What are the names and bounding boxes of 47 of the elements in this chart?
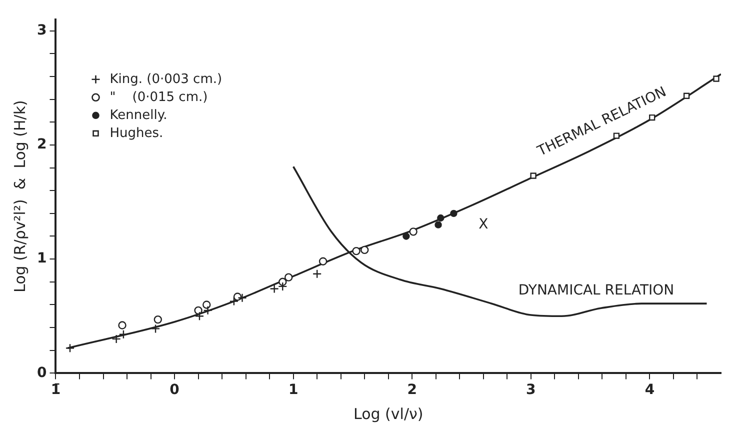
point (154, 315, 162, 324)
legend-label: Hughes. (110, 126, 164, 141)
point (194, 312, 204, 321)
annotation: DYNAMICAL RELATION (518, 282, 674, 299)
point (360, 246, 369, 254)
point (233, 292, 242, 301)
x-axis-title: Log (vl/ν) (353, 404, 424, 423)
point (202, 300, 211, 309)
legend-label: " (0·015 cm.) (110, 90, 208, 105)
y-tick-label: 3 (36, 22, 47, 38)
x-tick-label: 1 (288, 382, 298, 398)
point (150, 324, 160, 334)
point (270, 284, 279, 294)
line-series (292, 166, 708, 318)
legend-label: Kennelly. (110, 108, 168, 123)
point (437, 214, 444, 222)
point (194, 306, 202, 315)
x-tick-label: 3 (526, 382, 536, 398)
point (530, 172, 536, 179)
point (118, 321, 126, 330)
point (312, 269, 322, 279)
point (409, 228, 418, 236)
point (278, 282, 288, 292)
annotation: X (478, 216, 489, 232)
point (434, 221, 442, 228)
point (402, 232, 410, 240)
x-tick-label: 1̄ (50, 382, 61, 398)
point (278, 278, 287, 286)
y-tick-label: 1 (36, 250, 47, 267)
point (112, 334, 121, 344)
point (238, 293, 247, 302)
point (450, 210, 458, 218)
y-axis-title: Log (R/ρv²l²) & Log (H/k) (10, 100, 29, 292)
point (352, 246, 360, 256)
x-tick-label: 4 (644, 382, 655, 398)
x-tick-label: 0 (170, 382, 180, 398)
point (683, 92, 690, 99)
point (229, 296, 239, 306)
point (713, 76, 720, 82)
y-tick-label: 0 (36, 364, 47, 381)
point (613, 132, 620, 139)
point (203, 306, 212, 316)
legend-label: King. (0·003 cm.) (110, 72, 222, 87)
y-tick-label: 2 (36, 136, 47, 153)
x-tick-label: 2 (407, 382, 418, 398)
point (284, 273, 293, 282)
point (318, 257, 328, 266)
